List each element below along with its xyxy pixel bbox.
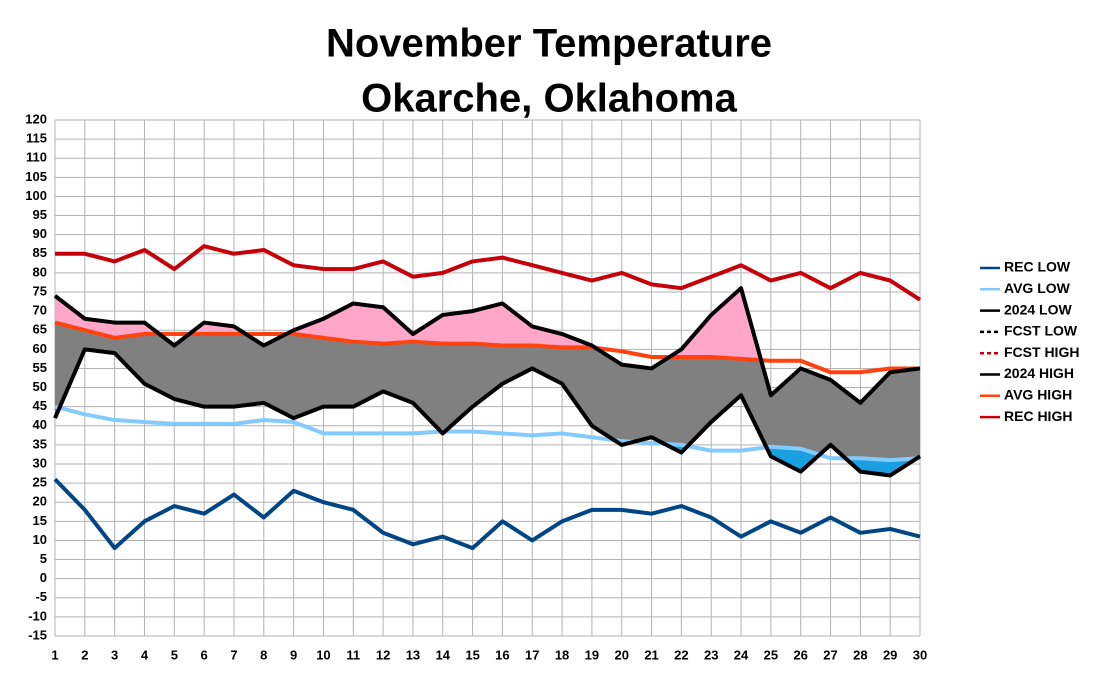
x-tick-label: 5 bbox=[171, 647, 178, 662]
x-tick-label: 16 bbox=[495, 647, 509, 662]
legend-label: AVG LOW bbox=[1004, 280, 1071, 296]
legend-label: 2024 LOW bbox=[1004, 301, 1072, 317]
range-fill bbox=[233, 325, 265, 407]
series-line bbox=[54, 404, 921, 463]
y-tick-label: 95 bbox=[33, 207, 47, 222]
x-tick-label: 3 bbox=[111, 647, 118, 662]
y-tick-label: 75 bbox=[33, 283, 47, 298]
x-tick-label: 2 bbox=[81, 647, 88, 662]
x-tick-label: 21 bbox=[644, 647, 658, 662]
x-tick-label: 1 bbox=[51, 647, 58, 662]
legend-label: FCST LOW bbox=[1004, 323, 1078, 339]
x-tick-label: 12 bbox=[376, 647, 390, 662]
series-line bbox=[54, 320, 920, 375]
y-tick-label: 110 bbox=[26, 150, 47, 165]
legend-label: REC LOW bbox=[1004, 259, 1071, 275]
y-tick-label: 100 bbox=[25, 188, 47, 203]
y-tick-label: 35 bbox=[33, 436, 47, 451]
chart-subtitle: Okarche, Oklahoma bbox=[361, 77, 737, 121]
y-tick-label: 55 bbox=[33, 360, 47, 375]
y-tick-label: 60 bbox=[33, 341, 47, 356]
x-tick-label: 6 bbox=[201, 647, 208, 662]
x-tick-label: 27 bbox=[823, 647, 837, 662]
x-tick-label: 29 bbox=[883, 647, 897, 662]
x-tick-label: 20 bbox=[614, 647, 628, 662]
x-tick-label: 13 bbox=[406, 647, 420, 662]
x-tick-label: 10 bbox=[316, 647, 330, 662]
y-tick-label: 45 bbox=[33, 398, 47, 413]
x-tick-label: 9 bbox=[290, 647, 297, 662]
series-line bbox=[55, 244, 922, 302]
x-tick-label: 19 bbox=[585, 647, 599, 662]
x-tick-label: 24 bbox=[734, 647, 749, 662]
x-tick-label: 4 bbox=[141, 647, 149, 662]
y-tick-label: 0 bbox=[40, 570, 47, 585]
y-tick-label: 65 bbox=[33, 322, 47, 337]
y-tick-label: 10 bbox=[33, 532, 47, 547]
x-tick-label: 8 bbox=[260, 647, 267, 662]
y-tick-label: 20 bbox=[33, 494, 47, 509]
y-tick-label: 70 bbox=[33, 303, 47, 318]
y-tick-label: 105 bbox=[25, 169, 47, 184]
x-tick-label: 7 bbox=[230, 647, 237, 662]
y-tick-label: 120 bbox=[25, 111, 47, 126]
legend-label: REC HIGH bbox=[1004, 408, 1072, 424]
series-line bbox=[53, 286, 921, 405]
x-tick-label: 25 bbox=[764, 647, 778, 662]
y-tick-label: 115 bbox=[26, 131, 47, 146]
x-tick-label: 14 bbox=[436, 647, 451, 662]
legend-label: AVG HIGH bbox=[1004, 387, 1072, 403]
y-tick-label: 5 bbox=[40, 551, 47, 566]
y-tick-label: 25 bbox=[33, 475, 47, 490]
y-tick-label: 15 bbox=[33, 513, 47, 528]
legend-label: 2024 HIGH bbox=[1004, 365, 1074, 381]
y-tick-label: -15 bbox=[28, 627, 47, 642]
range-fill bbox=[621, 364, 652, 446]
x-tick-label: 15 bbox=[465, 647, 479, 662]
series-line bbox=[53, 347, 922, 478]
y-tick-label: 50 bbox=[33, 379, 47, 394]
y-tick-label: 40 bbox=[33, 417, 47, 432]
x-tick-label: 11 bbox=[346, 647, 360, 662]
x-tick-label: 26 bbox=[793, 647, 807, 662]
legend-label: FCST HIGH bbox=[1004, 344, 1079, 360]
x-tick-label: 22 bbox=[674, 647, 688, 662]
x-tick-label: 17 bbox=[525, 647, 539, 662]
x-tick-label: 30 bbox=[913, 647, 927, 662]
x-tick-label: 18 bbox=[555, 647, 569, 662]
y-tick-label: 80 bbox=[33, 264, 47, 279]
y-tick-label: 30 bbox=[33, 455, 47, 470]
chart-title: November Temperature bbox=[326, 22, 772, 66]
y-tick-label: -5 bbox=[35, 589, 47, 604]
x-tick-label: 23 bbox=[704, 647, 718, 662]
y-tick-label: 85 bbox=[33, 245, 47, 260]
series-line bbox=[53, 477, 921, 551]
y-tick-label: -10 bbox=[28, 608, 47, 623]
y-tick-label: 90 bbox=[33, 226, 47, 241]
x-tick-label: 28 bbox=[853, 647, 867, 662]
